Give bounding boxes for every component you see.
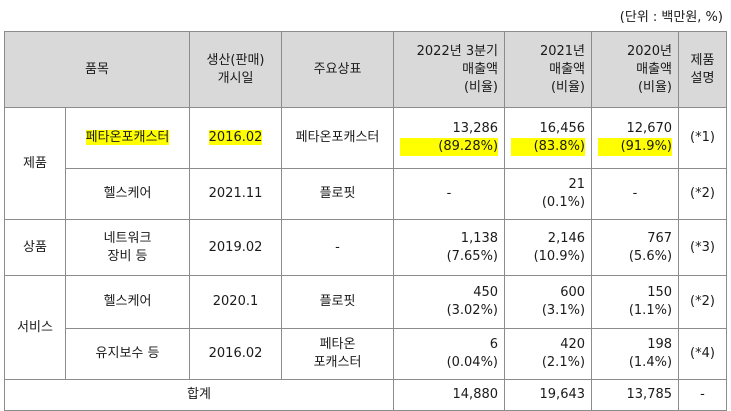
table-row: 상품 네트워크 장비 등 2019.02 - 1,138 (7.65%) 2,146… [4,219,728,276]
main-brand: - [281,219,395,276]
header-item: 품목 [3,31,191,108]
desc-note: (*3) [678,219,728,276]
sales-2020: - [591,168,680,220]
item-name: 헬스케어 [64,168,191,220]
item-name: 유지보수 등 [64,328,191,380]
sales-q3-2022: - [393,168,506,220]
sales-2021: 2,146 (10.9%) [504,219,593,276]
table-row: 제품 페타온포캐스터 2016.02 페타온포캐스터 13,286 (89.28%… [4,107,728,220]
category-goods: 상품 [4,219,66,276]
desc-note: (*1) [678,107,728,169]
header-main-brand: 주요상표 [281,31,395,108]
header-2020: 2020년 매출액 (비율) [591,31,680,108]
sales-q3-2022: 450 (3.02%) [393,275,506,329]
launch-date: 2020.1 [189,275,283,329]
item-name: 헬스케어 [64,275,191,329]
item-name: 페타온포캐스터 [64,107,191,169]
sales-q3-2022: 1,138 (7.65%) [393,219,506,276]
sales-q3-2022: 13,286 (89.28%) [393,107,506,169]
category-product: 제품 [4,107,66,220]
sales-2021: 21 (0.1%) [504,168,593,220]
table-row: 헬스케어 2021.11 플로핏 - 21 (0.1%) - (*2) [5,168,728,220]
header-2021: 2021년 매출액 (비율) [504,31,593,108]
sales-q3-2022: 6 (0.04%) [393,328,506,380]
desc-note: (*2) [678,275,728,329]
sales-2020: 150 (1.1%) [591,275,680,329]
header-q3-2022: 2022년 3분기 매출액 (비율) [393,31,506,108]
launch-date: 2016.02 [189,107,283,169]
main-brand: 페타온포캐스터 [281,107,395,169]
table-row: 유지보수 등 2016.02 페타온 포캐스터 6 (0.04%) 420 (2.1%… [5,328,728,380]
sales-2020: 198 (1.4%) [591,328,680,380]
main-brand: 플로핏 [281,168,395,220]
launch-date: 2021.11 [189,168,283,220]
desc-note: (*2) [678,168,728,220]
sales-2020: 767 (5.6%) [591,219,680,276]
sales-2021: 600 (3.1%) [504,275,593,329]
table-row: 서비스 헬스케어 2020.1 플로핏 450 (3.02%) 600 (3.1%)… [4,275,728,380]
item-name: 네트워크 장비 등 [64,219,191,276]
sales-2021: 16,456 (83.8%) [504,107,593,169]
sales-2021: 420 (2.1%) [504,328,593,380]
header-launch-date: 생산(판매) 개시일 [189,31,283,108]
category-service: 서비스 [4,275,66,380]
launch-date: 2016.02 [189,328,283,380]
sales-2020: 12,670 (91.9%) [591,107,680,169]
header-desc: 제품 설명 [678,31,728,108]
sales-table: 품목 생산(판매) 개시일 주요상표 2022년 3분기 매출액 (비율) 2021년… [3,31,728,411]
desc-note: (*4) [678,328,728,380]
unit-note: (단위 : 백만원, %) [619,10,723,25]
header-row: 품목 생산(판매) 개시일 주요상표 2022년 3분기 매출액 (비율) 2021년… [3,31,728,108]
launch-date: 2019.02 [189,219,283,276]
main-brand: 플로핏 [281,275,395,329]
